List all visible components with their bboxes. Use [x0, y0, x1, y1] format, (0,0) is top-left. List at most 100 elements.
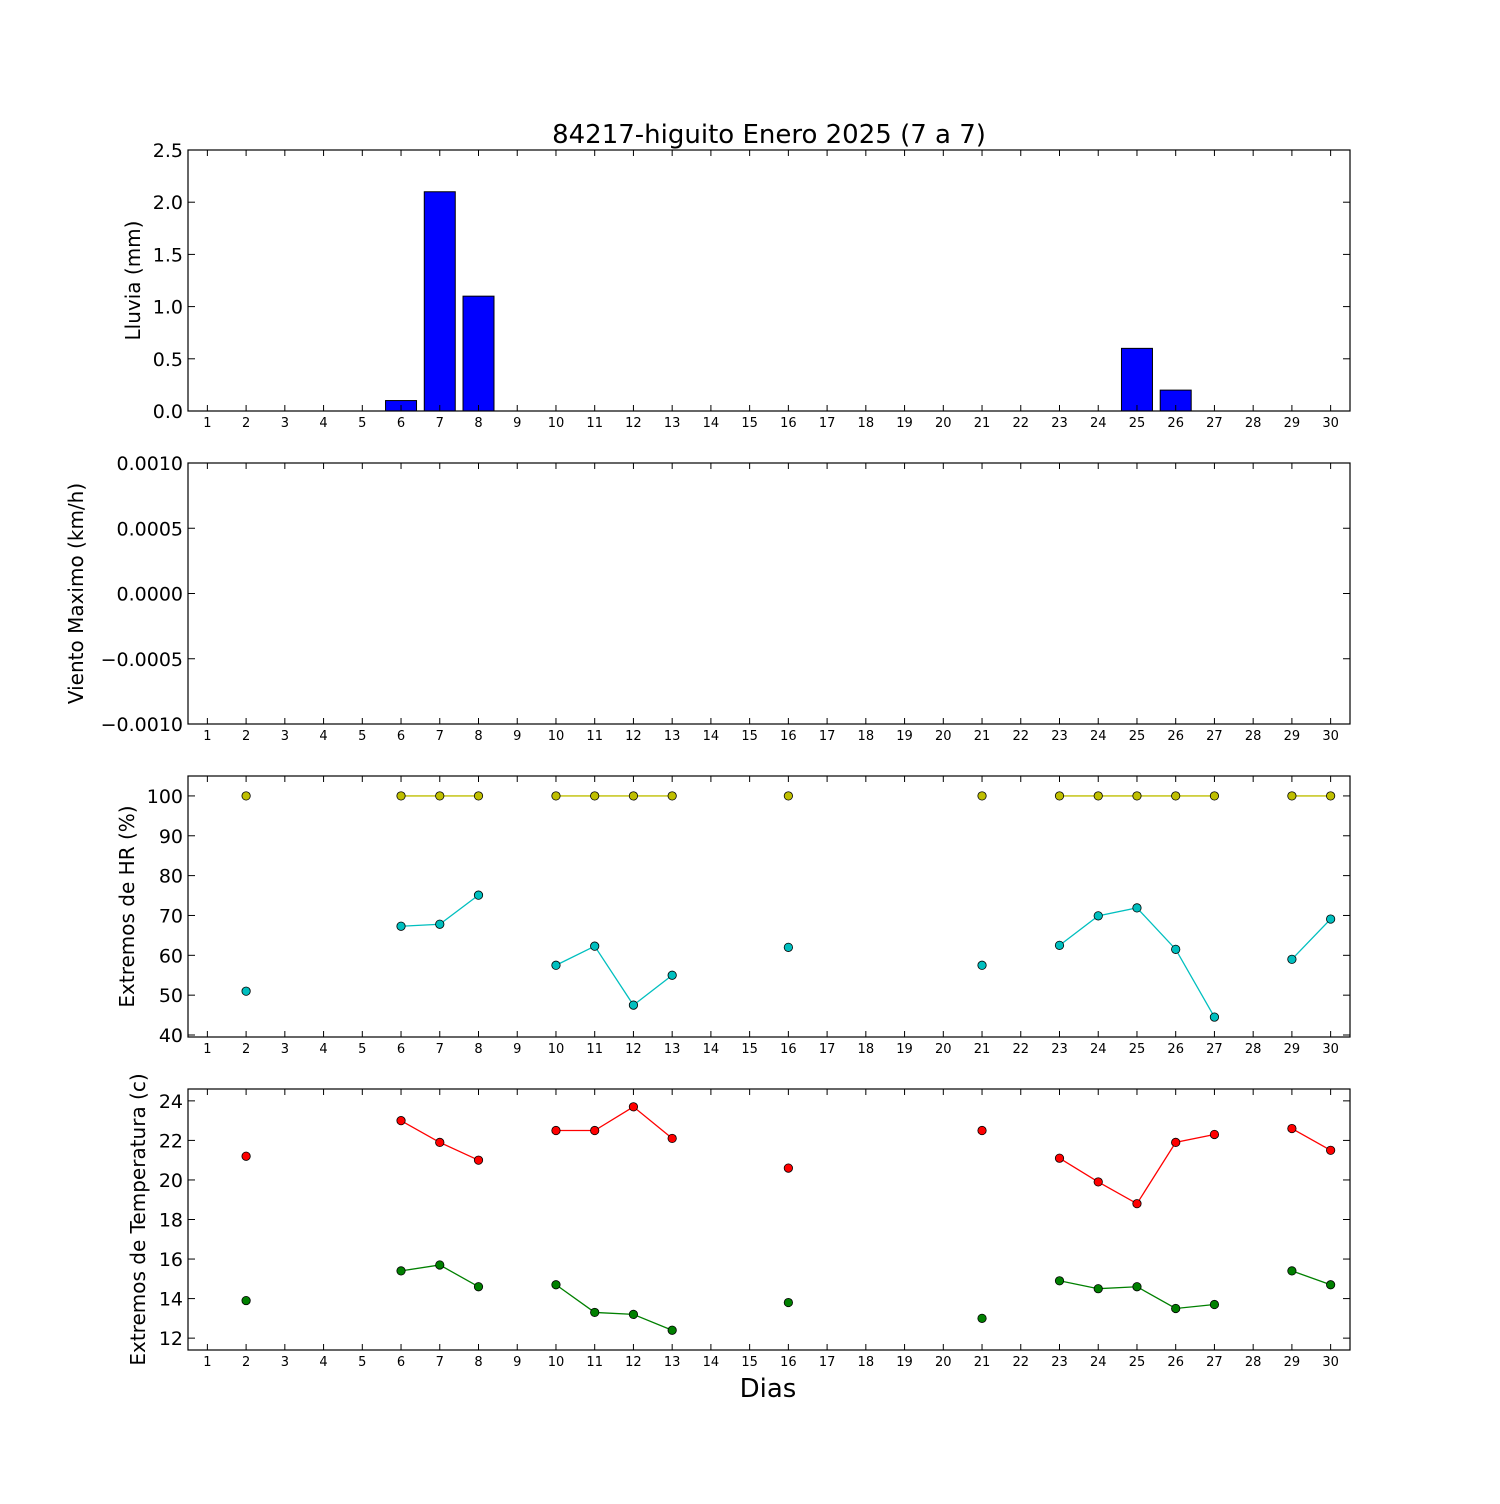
temp-series-1-point — [628, 1102, 639, 1112]
y-tick-label: 70 — [159, 905, 183, 927]
x-tick-label: 30 — [1322, 1042, 1339, 1057]
temp-series-2-point — [1132, 1282, 1142, 1292]
hr-series-2-point — [551, 960, 561, 970]
hr-series-2-point — [1054, 940, 1065, 950]
x-tick-label: 24 — [1090, 1355, 1107, 1370]
temp-series-2-point — [1171, 1303, 1181, 1314]
x-tick-label: 17 — [819, 1042, 836, 1057]
x-tick-label: 12 — [625, 1355, 642, 1370]
x-tick-label: 2 — [242, 729, 250, 744]
x-tick-label: 15 — [741, 416, 758, 431]
temp-series-1-point — [396, 1116, 406, 1126]
x-tick-label: 23 — [1051, 1355, 1068, 1370]
hr-series-2-point — [667, 970, 677, 980]
y-tick-label: 18 — [159, 1210, 183, 1232]
x-tick-label: 11 — [586, 1355, 603, 1370]
temp-series-1-point — [1326, 1145, 1336, 1155]
x-tick-label: 7 — [436, 729, 444, 744]
x-tick-label: 1 — [203, 1355, 211, 1370]
x-axis-label: Dias — [740, 1374, 797, 1404]
x-tick-label: 21 — [974, 1042, 991, 1057]
x-tick-label: 2 — [242, 416, 250, 431]
x-tick-label: 11 — [586, 416, 603, 431]
x-tick-label: 28 — [1245, 729, 1262, 744]
temp-series-2-point — [590, 1307, 600, 1318]
x-tick-label: 5 — [358, 1355, 366, 1370]
rain-bar — [462, 295, 495, 412]
x-tick-label: 14 — [703, 416, 720, 431]
temp-series-1-point — [590, 1125, 600, 1136]
temp-series-2-point — [551, 1280, 561, 1290]
x-tick-label: 25 — [1129, 1355, 1146, 1370]
x-tick-label: 14 — [703, 1355, 720, 1370]
x-tick-label: 3 — [281, 416, 289, 431]
temp-series-1-point — [241, 1151, 251, 1161]
x-tick-label: 22 — [1012, 416, 1029, 431]
temp-series-2-point — [1093, 1284, 1103, 1294]
x-tick-label: 3 — [281, 1042, 289, 1057]
x-tick-label: 6 — [397, 416, 405, 431]
temp-series-2-point — [1209, 1299, 1220, 1310]
hr-series-2-point — [1093, 911, 1103, 921]
x-tick-label: 29 — [1284, 729, 1301, 744]
x-tick-label: 10 — [548, 416, 565, 431]
hr-series-1-point — [628, 791, 639, 801]
x-tick-label: 7 — [436, 1355, 444, 1370]
x-tick-label: 7 — [436, 416, 444, 431]
x-tick-label: 22 — [1012, 1042, 1029, 1057]
hr-series-2-point — [396, 921, 406, 931]
y-tick-label: 2.0 — [153, 192, 183, 214]
x-tick-label: 16 — [780, 1042, 797, 1057]
x-tick-label: 18 — [858, 416, 875, 431]
viento-y-axis-label: Viento Maximo (km/h) — [64, 483, 88, 704]
x-tick-label: 26 — [1167, 729, 1184, 744]
x-tick-label: 22 — [1012, 1355, 1029, 1370]
y-tick-label: 1.0 — [153, 297, 183, 319]
x-tick-label: 3 — [281, 729, 289, 744]
x-tick-label: 30 — [1322, 1355, 1339, 1370]
hr-series-2-point — [241, 986, 251, 996]
temp-series-1-point — [1054, 1153, 1065, 1163]
hr-series-2-point — [628, 1000, 639, 1010]
x-tick-label: 4 — [319, 1355, 327, 1370]
temp-series-1-point — [435, 1137, 445, 1147]
y-tick-label: 22 — [159, 1130, 183, 1152]
x-tick-label: 13 — [664, 416, 681, 431]
hr-series-1-point — [590, 791, 600, 801]
hr-series-1-point — [551, 791, 561, 801]
x-tick-label: 13 — [664, 729, 681, 744]
x-tick-label: 7 — [436, 1042, 444, 1057]
x-tick-label: 4 — [319, 1042, 327, 1057]
x-tick-label: 23 — [1051, 416, 1068, 431]
hr-series-2-point — [1326, 914, 1336, 924]
temp-series-1-point — [977, 1125, 987, 1136]
x-tick-label: 13 — [664, 1042, 681, 1057]
x-tick-label: 24 — [1090, 1042, 1107, 1057]
x-tick-label: 10 — [548, 729, 565, 744]
x-tick-label: 28 — [1245, 1355, 1262, 1370]
x-tick-label: 12 — [625, 1042, 642, 1057]
hr-series-2-point — [783, 942, 793, 952]
x-tick-label: 4 — [319, 729, 327, 744]
hr-series-2-point — [435, 919, 445, 929]
x-tick-label: 16 — [780, 1355, 797, 1370]
x-tick-label: 6 — [397, 729, 405, 744]
x-tick-label: 11 — [586, 1042, 603, 1057]
lluvia-plot-frame — [187, 149, 1351, 412]
x-tick-label: 15 — [741, 1042, 758, 1057]
x-tick-label: 17 — [819, 416, 836, 431]
x-tick-label: 27 — [1206, 1042, 1223, 1057]
x-tick-label: 5 — [358, 1042, 366, 1057]
x-tick-label: 30 — [1322, 729, 1339, 744]
hr-series-1-point — [396, 791, 406, 801]
hr-y-axis-label: Extremos de HR (%) — [115, 805, 139, 1007]
x-tick-label: 20 — [935, 1355, 952, 1370]
temp-series-2-line — [555, 1284, 673, 1331]
hr-series-2-point — [1171, 944, 1181, 954]
temp-series-1-line — [1059, 1133, 1215, 1205]
hr-series-1-point — [667, 791, 677, 801]
x-tick-label: 29 — [1284, 1355, 1301, 1370]
temp-series-1-point — [473, 1155, 484, 1165]
